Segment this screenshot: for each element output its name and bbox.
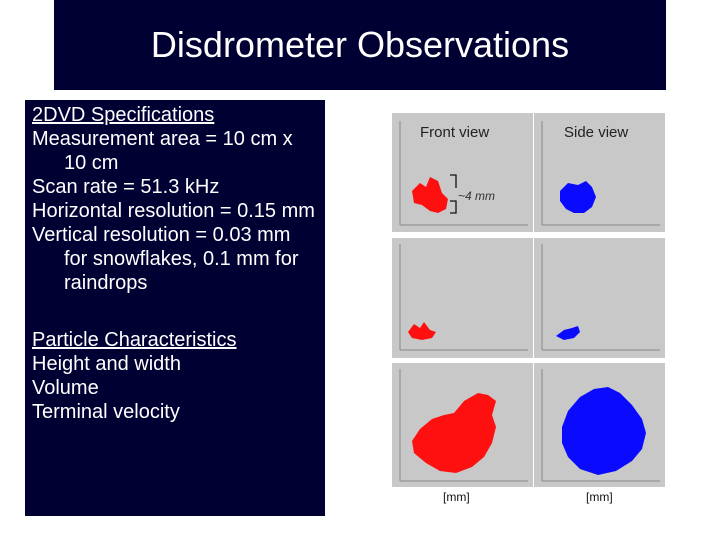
spec-measurement-area: Measurement area = 10 cm x 10 cm <box>32 128 293 174</box>
slide-title: Disdrometer Observations <box>150 24 570 65</box>
front-view-panel-2 <box>392 238 533 358</box>
side-view-plot-2 <box>541 244 660 351</box>
front-view-plot-3 <box>399 369 528 482</box>
size-annotation: ~4 mm <box>458 189 496 203</box>
front-view-particle-1 <box>412 177 448 213</box>
side-view-particle-2 <box>556 326 580 340</box>
particles-heading: Particle Characteristics <box>32 329 237 351</box>
front-view-particle-3 <box>412 393 496 473</box>
spec-vertical-resolution: Vertical resolution = 0.03 mm for snowfl… <box>32 224 299 294</box>
side-view-panel-3 <box>534 363 665 487</box>
particle-terminal-velocity: Terminal velocity <box>32 401 180 423</box>
spec-scan-rate: Scan rate = 51.3 kHz <box>32 176 220 198</box>
specs-heading: 2DVD Specifications <box>32 104 215 126</box>
side-view-particle-3 <box>562 387 646 475</box>
title-bar: Disdrometer Observations <box>54 0 666 90</box>
particle-volume: Volume <box>32 377 99 399</box>
side-view-plot-1 <box>541 121 660 226</box>
side-view-panel-1: Side view <box>534 113 665 232</box>
front-view-panel-1: Front view ~4 mm <box>392 113 533 232</box>
side-view-particle-1 <box>560 181 596 213</box>
particle-height-width: Height and width <box>32 353 181 375</box>
front-view-particle-2 <box>408 322 436 340</box>
text-box: 2DVD Specifications Measurement area = 1… <box>25 100 325 516</box>
side-view-label: Side view <box>564 124 629 141</box>
front-view-plot-1 <box>399 121 528 226</box>
unit-label-right: [mm] <box>586 490 613 504</box>
front-view-panel-3 <box>392 363 533 487</box>
unit-label-left: [mm] <box>443 490 470 504</box>
side-view-panel-2 <box>534 238 665 358</box>
front-view-label: Front view <box>420 124 490 141</box>
spec-horizontal-resolution: Horizontal resolution = 0.15 mm <box>32 200 315 222</box>
side-view-plot-3 <box>541 369 660 482</box>
front-view-plot-2 <box>399 244 528 351</box>
